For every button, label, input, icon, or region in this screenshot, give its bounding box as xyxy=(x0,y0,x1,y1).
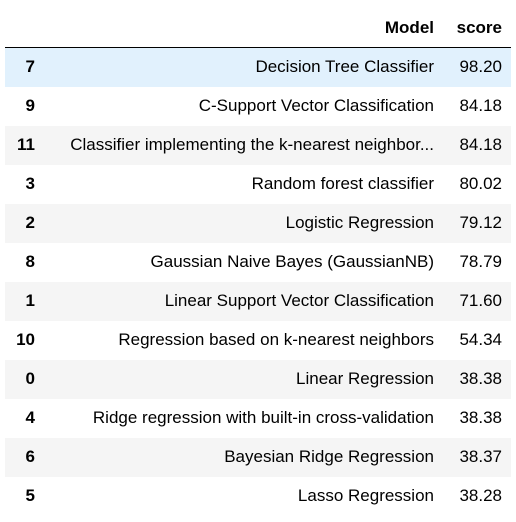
model-cell: Classifier implementing the k-nearest ne… xyxy=(70,135,434,154)
score-cell: 79.12 xyxy=(459,213,502,232)
model-cell: C-Support Vector Classification xyxy=(198,96,434,115)
row-index: 9 xyxy=(25,96,35,115)
table-row: 0 Linear Regression 38.38 xyxy=(5,359,511,399)
model-cell: Linear Regression xyxy=(296,369,434,388)
row-index: 2 xyxy=(25,213,35,232)
table-row: 10 Regression based on k-nearest neighbo… xyxy=(5,320,511,360)
table-row: 8 Gaussian Naive Bayes (GaussianNB) 78.7… xyxy=(5,242,511,282)
score-cell: 38.28 xyxy=(459,486,502,505)
table-row: 11 Classifier implementing the k-nearest… xyxy=(5,125,511,165)
model-cell: Decision Tree Classifier xyxy=(255,57,434,77)
score-cell: 71.60 xyxy=(459,291,502,310)
row-index: 8 xyxy=(25,252,35,271)
table-row: 7 Decision Tree Classifier 98.20 xyxy=(5,47,511,87)
model-column-header: Model xyxy=(41,8,450,48)
score-cell: 38.38 xyxy=(459,369,502,388)
table-row: 4 Ridge regression with built-in cross-v… xyxy=(5,398,511,438)
score-cell: 84.18 xyxy=(459,135,502,154)
model-cell: Regression based on k-nearest neighbors xyxy=(118,330,434,349)
table-header: Model score xyxy=(5,8,511,48)
table-row: 2 Logistic Regression 79.12 xyxy=(5,203,511,243)
index-column-header xyxy=(5,8,41,48)
row-index: 5 xyxy=(25,486,35,505)
model-cell: Linear Support Vector Classification xyxy=(164,291,434,310)
header-row: Model score xyxy=(5,8,511,48)
model-cell: Logistic Regression xyxy=(285,213,434,232)
model-cell: Ridge regression with built-in cross-val… xyxy=(92,408,434,427)
row-index: 7 xyxy=(25,57,35,77)
model-cell: Lasso Regression xyxy=(297,486,434,505)
score-cell: 84.18 xyxy=(459,96,502,115)
score-cell: 78.79 xyxy=(459,252,502,271)
row-index: 1 xyxy=(25,291,35,310)
row-index: 6 xyxy=(25,447,35,466)
table-body: 7 Decision Tree Classifier 98.20 9 C-Sup… xyxy=(5,47,511,516)
score-cell: 38.37 xyxy=(459,447,502,466)
row-index: 11 xyxy=(17,135,35,154)
score-cell: 38.38 xyxy=(459,408,502,427)
score-cell: 80.02 xyxy=(459,174,502,193)
table-row: 6 Bayesian Ridge Regression 38.37 xyxy=(5,437,511,477)
row-index: 0 xyxy=(25,369,35,388)
score-column-header: score xyxy=(450,8,511,48)
table-row: 5 Lasso Regression 38.28 xyxy=(5,476,511,516)
table-row: 3 Random forest classifier 80.02 xyxy=(5,164,511,204)
table-row: 1 Linear Support Vector Classification 7… xyxy=(5,281,511,321)
model-score-table: Model score 7 Decision Tree Classifier 9… xyxy=(5,8,511,516)
row-index: 3 xyxy=(25,174,35,193)
model-cell: Bayesian Ridge Regression xyxy=(224,447,434,466)
row-index: 4 xyxy=(25,408,35,427)
model-cell: Random forest classifier xyxy=(251,174,434,193)
row-index: 10 xyxy=(16,330,35,349)
model-cell: Gaussian Naive Bayes (GaussianNB) xyxy=(150,252,434,271)
table-row: 9 C-Support Vector Classification 84.18 xyxy=(5,86,511,126)
score-cell: 98.20 xyxy=(459,57,502,77)
score-cell: 54.34 xyxy=(459,330,502,349)
